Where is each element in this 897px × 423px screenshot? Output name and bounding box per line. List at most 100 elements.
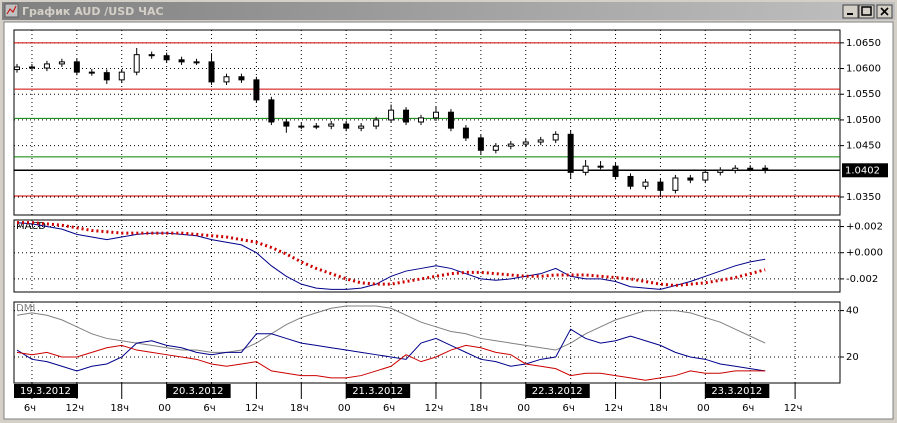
maximize-button[interactable] [858, 4, 875, 19]
candle-body [522, 141, 529, 145]
candle-body [597, 165, 604, 168]
candle-body [747, 167, 754, 170]
series-line [16, 344, 766, 381]
x-tick-label: 6ч [203, 403, 215, 414]
x-tick-label: 00 [697, 403, 710, 414]
minimize-button[interactable] [842, 4, 859, 19]
x-tick-label: 12ч [604, 403, 623, 414]
candle-body [283, 121, 290, 127]
x-tick-label: 00 [158, 403, 171, 414]
candle-body [492, 145, 499, 151]
y-tick-label: 1.0550 [846, 89, 881, 100]
candle-body [537, 139, 544, 143]
candle-body [13, 66, 20, 71]
candle-body [762, 167, 769, 171]
candle-body [612, 165, 619, 177]
x-tick-label: 18ч [649, 403, 668, 414]
candle-body [313, 125, 320, 128]
y-tick-label: -0.002 [846, 274, 878, 285]
date-box [166, 384, 231, 398]
date-label: 22.3.2012 [532, 386, 583, 397]
series-line [16, 305, 766, 353]
y-tick-label: 40 [846, 306, 859, 317]
candle-body [178, 59, 185, 63]
x-tick-label: 12ч [245, 403, 264, 414]
panel-frame [13, 301, 841, 384]
candle-body [253, 79, 260, 101]
candle-body [358, 125, 365, 129]
x-tick-label: 12ч [66, 403, 85, 414]
date-box [14, 384, 78, 398]
candle-body [43, 63, 50, 69]
candle-body [567, 133, 574, 173]
series-line [16, 221, 766, 287]
x-tick-label: 00 [338, 403, 351, 414]
candle-body [148, 54, 155, 57]
candle-body [507, 143, 514, 147]
x-tick-label: 18ч [110, 403, 129, 414]
candle-body [193, 61, 200, 64]
candle-body [223, 76, 230, 83]
candle-body [208, 61, 215, 83]
candle-body [58, 61, 65, 65]
candle-body [28, 66, 35, 69]
date-label: 20.3.2012 [173, 386, 224, 397]
y-tick-label: 1.0500 [846, 115, 881, 126]
candle-body [657, 181, 664, 191]
candle-body [582, 165, 589, 173]
last-price-label: 1.0402 [845, 165, 880, 176]
candle-body [447, 111, 454, 129]
candle-body [687, 177, 694, 181]
x-tick-label: 18ч [470, 403, 489, 414]
date-box [705, 384, 770, 398]
date-label: 19.3.2012 [20, 386, 71, 397]
x-tick-label: 6ч [563, 403, 575, 414]
candle-body [268, 99, 275, 123]
y-tick-label: 1.0600 [846, 64, 881, 75]
x-tick-label: 12ч [425, 403, 444, 414]
candle-body [672, 177, 679, 191]
candle-body [403, 109, 410, 123]
y-tick-label: +0.000 [846, 248, 883, 259]
date-label: 21.3.2012 [352, 386, 403, 397]
candle-body [238, 76, 245, 81]
candle-body [642, 181, 649, 187]
x-tick-label: 6ч [24, 403, 36, 414]
candle-body [133, 54, 140, 73]
candle-body [73, 61, 80, 73]
candle-body [298, 125, 305, 128]
series-line [16, 328, 766, 372]
panel-frame [13, 29, 841, 216]
candle-body [702, 171, 709, 181]
close-button[interactable] [876, 4, 893, 19]
y-tick-label: 20 [846, 352, 859, 363]
candle-body [717, 169, 724, 173]
candle-body [432, 111, 439, 119]
y-tick-label: 1.0450 [846, 141, 881, 152]
date-label: 23.3.2012 [711, 386, 762, 397]
x-tick-label: 18ч [290, 403, 309, 414]
candle-body [343, 123, 350, 129]
x-tick-label: 6ч [383, 403, 395, 414]
candle-body [418, 117, 425, 123]
candle-body [627, 175, 634, 187]
y-tick-label: 1.0350 [846, 192, 881, 203]
last-price-box [842, 163, 888, 178]
panel-label: DMI [16, 303, 35, 314]
x-tick-label: 12ч [784, 403, 803, 414]
panel-label: MACD [16, 221, 46, 232]
window-icon-glyph [6, 5, 17, 15]
candle-body [552, 133, 559, 141]
candle-body [388, 109, 395, 121]
candle-body [103, 72, 110, 81]
candle-body [88, 71, 95, 74]
candle-body [373, 119, 380, 127]
candle-body [462, 127, 469, 139]
date-box [346, 384, 411, 398]
candle-body [163, 55, 170, 61]
y-tick-label: +0.002 [846, 222, 883, 233]
title-bar [2, 2, 895, 20]
x-tick-label: 6ч [742, 403, 754, 414]
